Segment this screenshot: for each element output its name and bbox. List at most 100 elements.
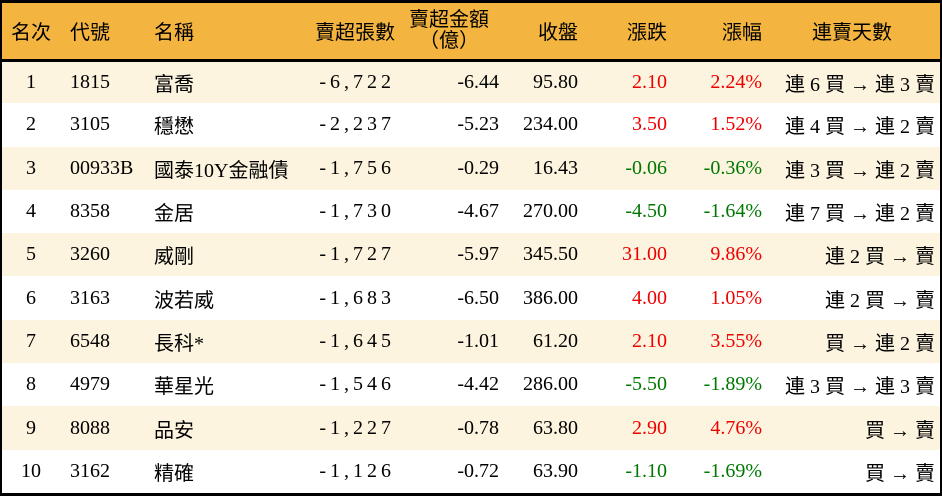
amount-cell: -6.44	[457, 70, 499, 93]
name-cell: 穩懋	[154, 116, 194, 139]
amount-cell: -5.97	[457, 243, 499, 266]
volume-cell: -6,722	[319, 70, 395, 93]
change-cell: 3.50	[632, 113, 667, 136]
volume-cell: -2,237	[319, 113, 395, 136]
rank-cell: 4	[26, 200, 36, 223]
amount-header-line2: （億）	[419, 29, 479, 52]
change-pct-cell: -0.36%	[703, 156, 762, 179]
change-cell: 2.90	[632, 416, 667, 439]
change-cell: -5.50	[625, 373, 667, 396]
code-cell: 3163	[70, 286, 110, 309]
streak-cell: 連 2 買 → 賣	[825, 246, 935, 269]
amount-header: 賣超金額 （億）	[397, 3, 501, 62]
amount-cell: -4.67	[457, 200, 499, 223]
volume-cell: -1,546	[319, 373, 395, 396]
change-cell: -4.50	[625, 200, 667, 223]
close-cell: 61.20	[533, 329, 578, 352]
close-cell: 234.00	[523, 113, 578, 136]
rank-cell: 9	[26, 416, 36, 439]
code-cell: 8358	[70, 200, 110, 223]
amount-cell: -0.72	[457, 459, 499, 482]
change-pct-header: 漲幅	[669, 3, 764, 62]
table-row: 1 1815 富喬 -6,722 -6.44 95.80 2.10 2.24% …	[2, 60, 940, 104]
rank-cell: 6	[26, 286, 36, 309]
rank-cell: 8	[26, 373, 36, 396]
name-cell: 華星光	[154, 376, 214, 399]
change-pct-cell: 3.55%	[710, 329, 762, 352]
change-pct-cell: 1.52%	[710, 113, 762, 136]
streak-cell: 買 → 賣	[865, 419, 935, 442]
rank-cell: 10	[21, 459, 41, 482]
amount-cell: -4.42	[457, 373, 499, 396]
streak-cell: 買 → 賣	[865, 462, 935, 485]
rank-cell: 2	[26, 113, 36, 136]
volume-cell: -1,227	[319, 416, 395, 439]
streak-cell: 買 → 連 2 賣	[825, 332, 935, 355]
streak-cell: 連 2 買 → 賣	[825, 289, 935, 312]
change-pct-cell: -1.89%	[703, 373, 762, 396]
name-cell: 長科*	[154, 332, 204, 355]
rank-cell: 3	[26, 156, 36, 179]
name-cell: 富喬	[154, 73, 194, 96]
change-pct-cell: 9.86%	[710, 243, 762, 266]
streak-header: 連賣天數	[764, 3, 940, 62]
change-pct-cell: 1.05%	[710, 286, 762, 309]
table-row: 10 3162 精確 -1,126 -0.72 63.90 -1.10 -1.6…	[2, 449, 940, 493]
sell-over-ranking-table: 名次 代號 名稱 賣超張數 賣超金額 （億） 收盤 漲跌 漲幅 連賣天數 1 1…	[2, 3, 940, 493]
table-row: 4 8358 金居 -1,730 -4.67 270.00 -4.50 -1.6…	[2, 189, 940, 234]
code-cell: 4979	[70, 373, 110, 396]
amount-cell: -5.23	[457, 113, 499, 136]
table-row: 3 00933B 國泰10Y金融債 -1,756 -0.29 16.43 -0.…	[2, 146, 940, 190]
close-cell: 386.00	[523, 286, 578, 309]
change-cell: 31.00	[622, 243, 667, 266]
change-pct-cell: 4.76%	[710, 416, 762, 439]
name-cell: 品安	[154, 419, 194, 442]
rank-header: 名次	[2, 3, 60, 62]
change-header: 漲跌	[580, 3, 669, 62]
amount-cell: -6.50	[457, 286, 499, 309]
table-row: 7 6548 長科* -1,645 -1.01 61.20 2.10 3.55%…	[2, 319, 940, 364]
table-row: 5 3260 威剛 -1,727 -5.97 345.50 31.00 9.86…	[2, 233, 940, 277]
name-cell: 威剛	[154, 246, 194, 269]
name-cell: 波若威	[154, 289, 214, 312]
code-cell: 3260	[70, 243, 110, 266]
code-cell: 00933B	[70, 156, 134, 179]
code-cell: 1815	[70, 70, 110, 93]
amount-cell: -1.01	[457, 329, 499, 352]
change-pct-cell: 2.24%	[710, 70, 762, 93]
volume-cell: -1,126	[319, 459, 395, 482]
volume-cell: -1,756	[319, 156, 395, 179]
close-cell: 63.80	[533, 416, 578, 439]
table-row: 2 3105 穩懋 -2,237 -5.23 234.00 3.50 1.52%…	[2, 103, 940, 147]
streak-cell: 連 4 買 → 連 2 賣	[785, 116, 935, 139]
name-cell: 國泰10Y金融債	[154, 159, 289, 182]
rank-cell: 1	[26, 70, 36, 93]
volume-cell: -1,645	[319, 329, 395, 352]
amount-cell: -0.78	[457, 416, 499, 439]
name-cell: 金居	[154, 203, 194, 226]
code-cell: 3162	[70, 459, 110, 482]
change-pct-cell: -1.64%	[703, 200, 762, 223]
change-cell: -1.10	[625, 459, 667, 482]
amount-cell: -0.29	[457, 156, 499, 179]
change-cell: -0.06	[625, 156, 667, 179]
volume-header: 賣超張數	[296, 3, 397, 62]
table-row: 8 4979 華星光 -1,546 -4.42 286.00 -5.50 -1.…	[2, 363, 940, 407]
rank-cell: 5	[26, 243, 36, 266]
code-cell: 8088	[70, 416, 110, 439]
table-row: 9 8088 品安 -1,227 -0.78 63.80 2.90 4.76% …	[2, 406, 940, 450]
header-row: 名次 代號 名稱 賣超張數 賣超金額 （億） 收盤 漲跌 漲幅 連賣天數	[2, 3, 940, 62]
code-header: 代號	[60, 3, 148, 62]
change-cell: 4.00	[632, 286, 667, 309]
close-header: 收盤	[501, 3, 580, 62]
close-cell: 270.00	[523, 200, 578, 223]
streak-cell: 連 3 買 → 連 2 賣	[785, 159, 935, 182]
change-cell: 2.10	[632, 329, 667, 352]
rank-cell: 7	[26, 329, 36, 352]
change-cell: 2.10	[632, 70, 667, 93]
table-row: 6 3163 波若威 -1,683 -6.50 386.00 4.00 1.05…	[2, 276, 940, 320]
streak-cell: 連 6 買 → 連 3 賣	[785, 73, 935, 96]
change-pct-cell: -1.69%	[703, 459, 762, 482]
code-cell: 3105	[70, 113, 110, 136]
